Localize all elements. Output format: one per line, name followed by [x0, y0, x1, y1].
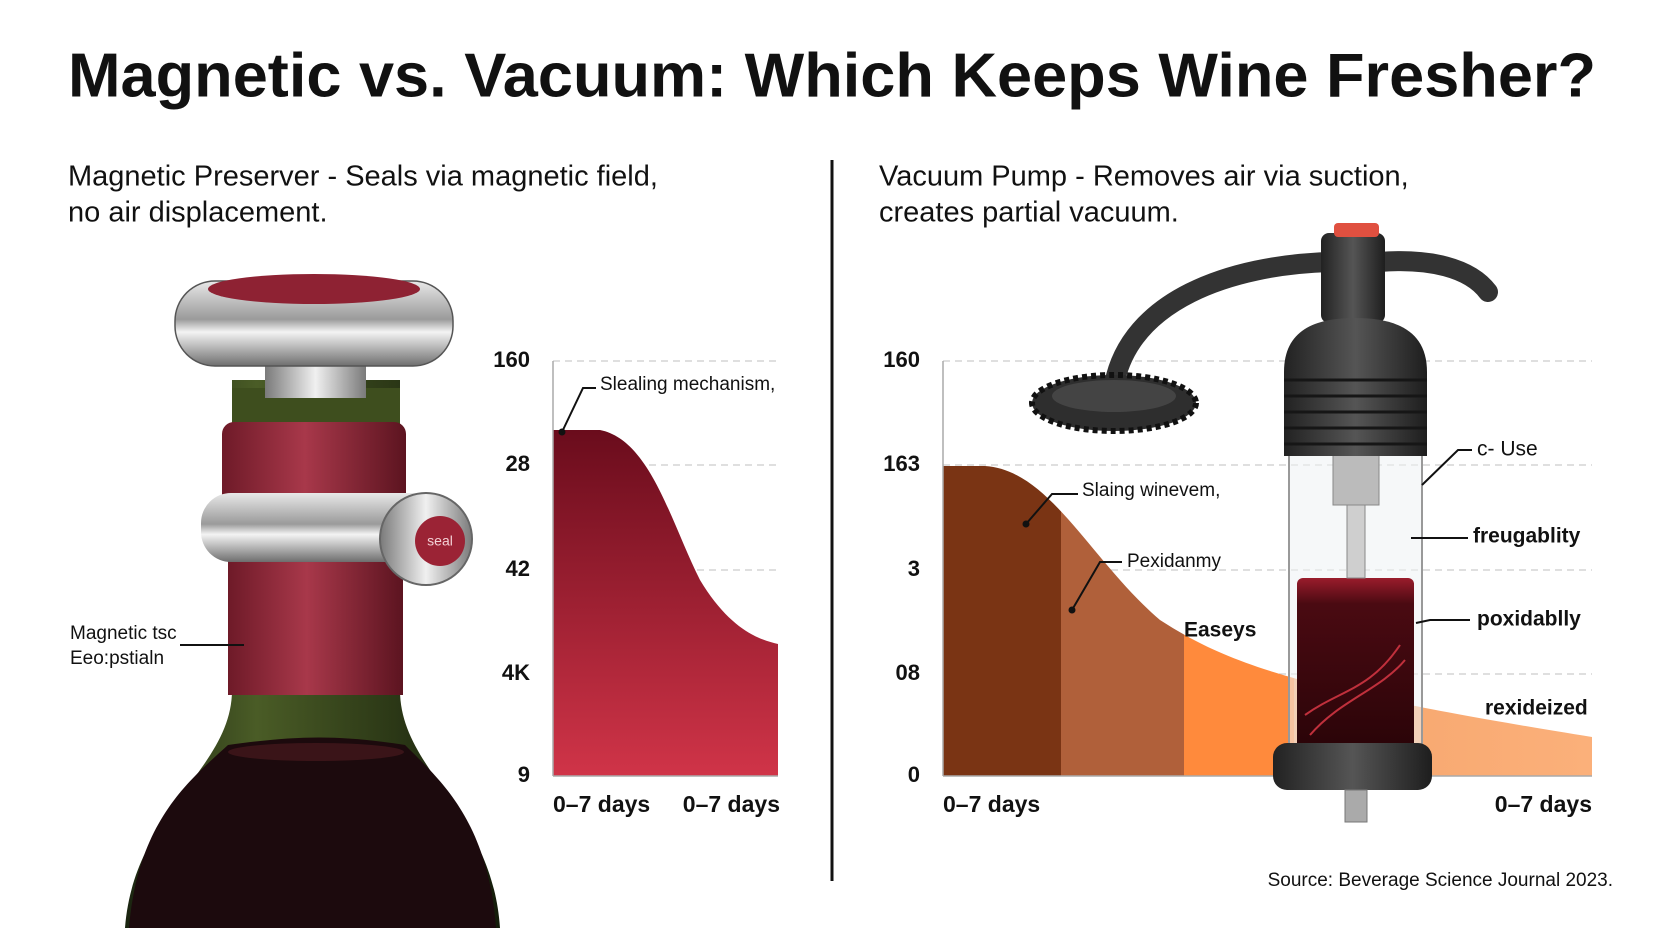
annotation: poxidablly	[1477, 608, 1581, 631]
area	[553, 430, 778, 776]
y-tick-label: 42	[506, 556, 530, 581]
cap-top	[208, 274, 420, 304]
seal-label: seal	[427, 533, 453, 549]
heading-line: Vacuum Pump - Removes air via suction,	[879, 161, 1409, 193]
bellows-ridges	[1284, 378, 1427, 446]
x-tick-label: 0–7 days	[943, 791, 1040, 817]
stopper-stem	[265, 364, 366, 398]
annotation: Slealing mechanism,	[600, 374, 775, 395]
callout-line	[561, 387, 596, 433]
x-tick-label: 0–7 days	[1495, 791, 1592, 817]
capsule-band	[222, 422, 406, 508]
left-chart: 160 28 42 4K 9 0–7 days 0–7 days Slealin…	[493, 347, 780, 817]
x-tick-label: 0–7 days	[683, 791, 780, 817]
hose	[1104, 251, 1498, 395]
y-tick-label: 28	[506, 451, 530, 476]
pump-cap	[1334, 223, 1379, 237]
wine	[129, 737, 496, 928]
y-tick-label: 160	[493, 347, 530, 372]
callout-line	[1421, 449, 1472, 486]
callout-line	[1025, 493, 1078, 525]
pump-neck	[1321, 233, 1385, 323]
callout-text: Eeo:pstialn	[70, 648, 164, 669]
bellows	[1284, 318, 1427, 456]
heading-line: creates partial vacuum.	[879, 197, 1179, 229]
seal-button	[415, 516, 465, 566]
y-tick-label: 163	[883, 451, 920, 476]
y-tick-label: 08	[896, 660, 920, 685]
heading-line: no air displacement.	[68, 197, 328, 229]
source: Source: Beverage Science Journal 2023.	[1268, 870, 1613, 891]
right-annotations: Slaing winevem, Pexidanmy Easeys c- Use …	[1022, 438, 1588, 720]
wine-surface	[228, 743, 404, 761]
wine-chamber	[1297, 578, 1414, 750]
right-chart: 160 163 3 08 0 0–7 days 0–7 days	[883, 347, 1592, 817]
pump-nozzle	[1344, 789, 1368, 823]
x-tick-label: 0–7 days	[553, 791, 650, 817]
area	[943, 466, 1592, 776]
y-tick-label: 9	[518, 762, 530, 787]
annotation: Easeys	[1184, 619, 1256, 642]
piston	[1332, 454, 1380, 506]
annotation: rexideized	[1485, 697, 1588, 720]
pump-base	[1273, 743, 1432, 790]
annotation: c- Use	[1477, 438, 1538, 461]
vacuum-pump-illustration	[1029, 223, 1498, 823]
gear-top	[1052, 380, 1176, 412]
magnetic-stopper-illustration: seal Magnetic tsc Eeo:pstialn	[70, 274, 500, 928]
y-tick-label: 4K	[502, 660, 530, 685]
annotation: freugablity	[1473, 525, 1581, 548]
y-tick-label: 0	[908, 762, 920, 787]
annotation: Pexidanmy	[1127, 551, 1221, 572]
wine-swirl	[1304, 644, 1406, 736]
annotation: Slaing winevem,	[1082, 480, 1220, 501]
y-tick-label: 3	[908, 556, 920, 581]
y-tick-label: 160	[883, 347, 920, 372]
callout-line	[1071, 561, 1122, 611]
callout-text: Magnetic tsc	[70, 623, 177, 644]
title: Magnetic vs. Vacuum: Which Keeps Wine Fr…	[68, 41, 1596, 110]
heading-line: Magnetic Preserver - Seals via magnetic …	[68, 161, 658, 193]
callout-line	[1415, 619, 1470, 624]
